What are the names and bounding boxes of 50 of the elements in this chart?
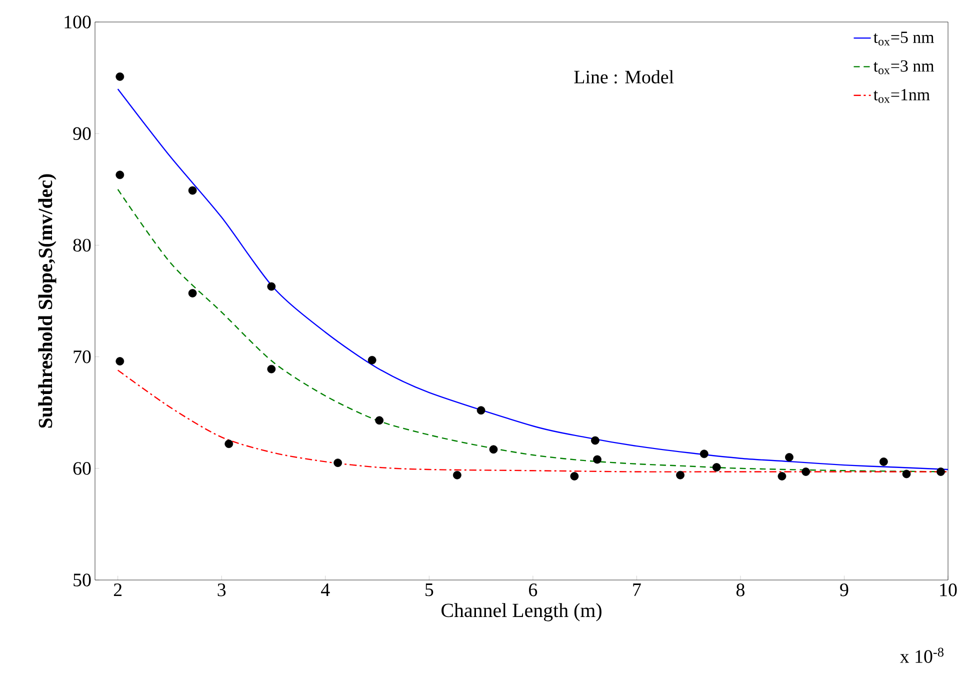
point [570, 472, 579, 480]
x-tick-label: 7 [633, 584, 641, 596]
x-tick-label: 10 [940, 584, 957, 596]
point [700, 450, 708, 458]
y-tick-label: 100 [64, 16, 91, 28]
x-tick-label: 6 [529, 584, 538, 596]
x-tick-label: 5 [426, 584, 434, 596]
point [116, 72, 124, 81]
legend-label: t$_{ox}$=1nm [874, 89, 930, 103]
point [879, 458, 888, 466]
point [590, 436, 600, 445]
point [778, 472, 786, 480]
point [676, 470, 684, 480]
x-tick-label: 4 [321, 584, 330, 596]
line-series [117, 88, 948, 470]
y-tick-label: 80 [73, 238, 91, 252]
y-tick-label: 90 [73, 127, 91, 140]
line-series [117, 370, 948, 472]
y-tick-label: 50 [74, 574, 91, 586]
point [188, 288, 197, 298]
x-tick-label: 3 [218, 584, 226, 596]
point [188, 186, 197, 195]
x-axis-title: Channel Length (m) [442, 603, 602, 622]
point [802, 468, 810, 476]
x-tick-label: 9 [840, 584, 848, 596]
point [476, 406, 486, 415]
point [267, 282, 276, 291]
legend-label: t$_{ox}$=5 nm [874, 32, 934, 46]
point [489, 445, 498, 454]
legend-label: t$_{ox}$=3 nm [874, 60, 934, 74]
point [368, 356, 376, 364]
point [116, 357, 124, 366]
point [224, 440, 234, 448]
text: x 10$^{-8}$ [900, 648, 944, 663]
y-tick-label: 60 [73, 462, 91, 475]
point [334, 458, 342, 468]
x-tick-label: 2 [114, 584, 122, 596]
y-axis-title: Subthreshold Slope,S(mv/dec) [38, 174, 56, 428]
point [712, 463, 721, 472]
annotation: Line : Model [574, 70, 674, 84]
point [267, 364, 276, 374]
point [452, 470, 462, 480]
point [593, 455, 602, 464]
x-tick-label: 8 [736, 584, 744, 596]
point [116, 170, 124, 180]
point [785, 453, 794, 462]
point [375, 416, 384, 425]
y-tick-label: 70 [74, 350, 91, 364]
point [936, 468, 945, 476]
point [902, 470, 911, 478]
